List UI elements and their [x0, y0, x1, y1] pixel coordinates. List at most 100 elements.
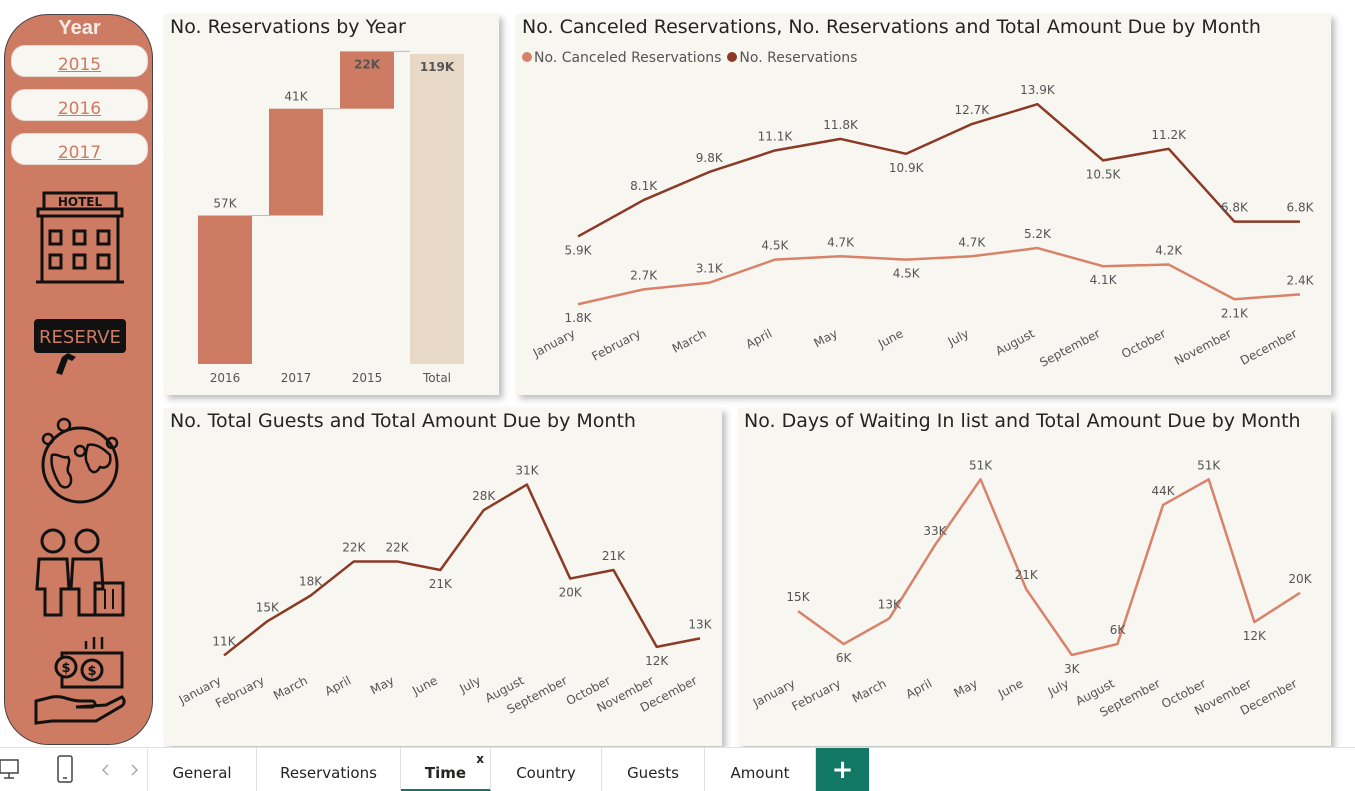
x-axis-label: September: [1037, 326, 1102, 370]
close-tab-icon[interactable]: x: [476, 752, 484, 766]
data-label: 21K: [1015, 568, 1039, 582]
tab-country[interactable]: Country: [491, 748, 602, 791]
waterfall-bar-total: [410, 54, 464, 364]
data-label: 21K: [429, 577, 453, 591]
waterfall-axis-label: Total: [422, 371, 451, 385]
legend-item-canceled[interactable]: No. Canceled Reservations: [522, 50, 721, 66]
money-icon[interactable]: $ $: [5, 635, 154, 727]
mobile-view-icon[interactable]: [56, 754, 74, 784]
x-axis-label: January: [750, 676, 798, 710]
data-label: 4.7K: [827, 235, 855, 249]
x-axis-label: February: [213, 673, 267, 710]
tab-reservations[interactable]: Reservations: [257, 748, 401, 791]
x-axis-label: May: [951, 676, 979, 700]
data-label: 1.8K: [565, 311, 593, 325]
x-axis-label: April: [904, 676, 935, 701]
x-axis-label: April: [322, 673, 353, 698]
globe-icon[interactable]: [5, 415, 154, 505]
data-label: 11.2K: [1151, 128, 1187, 142]
svg-text:RESERVE: RESERVE: [39, 327, 121, 348]
waterfall-data-label: 22K: [354, 57, 381, 71]
waterfall-chart: 57K 2016 41K 2017 22K 2015 119K Total: [198, 50, 464, 385]
slicer-title: Year: [58, 17, 101, 39]
data-label: 4.7K: [958, 235, 986, 249]
data-label: 31K: [515, 464, 539, 478]
x-axis-label: March: [850, 676, 889, 706]
legend-dot-canceled: [522, 52, 532, 62]
add-page-button[interactable]: +: [816, 748, 869, 791]
data-label: 4.2K: [1155, 244, 1183, 258]
data-label: 11.8K: [823, 118, 859, 132]
reserve-icon[interactable]: RESERVE: [5, 317, 154, 379]
data-label: 2.1K: [1221, 306, 1249, 320]
data-label: 44K: [1152, 484, 1176, 498]
guests-icon[interactable]: [5, 527, 154, 619]
tab-guests[interactable]: Guests: [602, 748, 705, 791]
data-label: 6K: [836, 651, 853, 665]
year-button-2016[interactable]: 2016: [11, 89, 148, 121]
data-label: 28K: [472, 489, 496, 503]
waterfall-data-label: 57K: [213, 197, 237, 211]
data-label: 21K: [602, 549, 626, 563]
series-line-series-0: [223, 483, 701, 657]
waiting-line-chart: 15K 6K 13K 33K 51K 21K 3K 6K 44K 51K 12K 20K January…: [750, 458, 1313, 719]
legend-label-canceled: No. Canceled Reservations: [534, 50, 722, 66]
data-label: 20K: [559, 586, 583, 600]
data-label: 9.8K: [696, 151, 724, 165]
data-label: 11K: [212, 634, 236, 648]
waterfall-data-label: 119K: [420, 60, 455, 74]
data-label: 5.9K: [565, 243, 593, 257]
reservations-by-year-panel: No. Reservations by Year 57K 2016 41K 2017 2…: [164, 14, 499, 395]
waterfall-bar-2015: [340, 51, 394, 109]
x-axis-label: October: [1119, 326, 1168, 361]
data-label: 6K: [1110, 623, 1127, 637]
year-button-2017[interactable]: 2017: [11, 133, 148, 165]
hotel-icon[interactable]: HOTEL: [5, 190, 154, 285]
x-axis-label: June: [995, 676, 1026, 701]
x-axis-label: July: [945, 326, 972, 349]
data-label: 8.1K: [630, 179, 658, 193]
tab-general[interactable]: General: [148, 748, 257, 791]
canceled-reservations-panel: No. Canceled Reservations, No. Reservati…: [516, 14, 1331, 395]
year-button-2015[interactable]: 2015: [11, 45, 148, 77]
data-label: 10.5K: [1086, 167, 1122, 181]
x-axis-label: August: [993, 326, 1037, 358]
series-line-no-reservations: [577, 102, 1300, 238]
waterfall-bar-2017: [269, 108, 323, 216]
panel-title-waiting: No. Days of Waiting In list and Total Am…: [744, 410, 1301, 432]
waterfall-axis-label: 2015: [352, 371, 383, 385]
page-tab-bar: General Reservations Time x Country Gues…: [0, 747, 1355, 791]
chart-legend: No. Canceled Reservations No. Reservatio…: [522, 50, 857, 66]
data-label: 4.5K: [761, 239, 789, 253]
x-axis-label: May: [811, 326, 839, 350]
x-axis-label: April: [744, 326, 775, 351]
panel-title-canceled: No. Canceled Reservations, No. Reservati…: [522, 16, 1261, 38]
data-label: 13K: [688, 617, 712, 631]
tab-time[interactable]: Time x: [401, 748, 491, 791]
panel-title-reservations-by-year: No. Reservations by Year: [170, 16, 406, 38]
tab-amount[interactable]: Amount: [705, 748, 816, 791]
scroll-left-icon[interactable]: [100, 762, 112, 778]
data-label: 5.2K: [1024, 227, 1052, 241]
data-label: 13.9K: [1020, 83, 1056, 97]
desktop-view-icon[interactable]: [0, 754, 22, 784]
series-line-series-0: [797, 478, 1301, 657]
data-label: 11.1K: [758, 129, 794, 143]
legend-item-reservations[interactable]: No. Reservations: [727, 50, 857, 66]
tab-divider: [147, 748, 148, 791]
data-label: 4.5K: [893, 267, 921, 281]
data-label: 2.7K: [630, 268, 658, 282]
x-axis-label: May: [368, 673, 396, 697]
data-label: 22K: [342, 540, 366, 554]
svg-text:$: $: [61, 661, 70, 676]
series-line-no-canceled-reservations: [577, 246, 1301, 306]
svg-text:$: $: [87, 664, 96, 679]
data-label: 13K: [878, 597, 902, 611]
legend-dot-reservations: [727, 52, 738, 62]
data-label: 3K: [1064, 662, 1081, 676]
x-axis-label: December: [1238, 326, 1300, 368]
svg-text:HOTEL: HOTEL: [57, 195, 102, 209]
scroll-right-icon[interactable]: [128, 762, 140, 778]
